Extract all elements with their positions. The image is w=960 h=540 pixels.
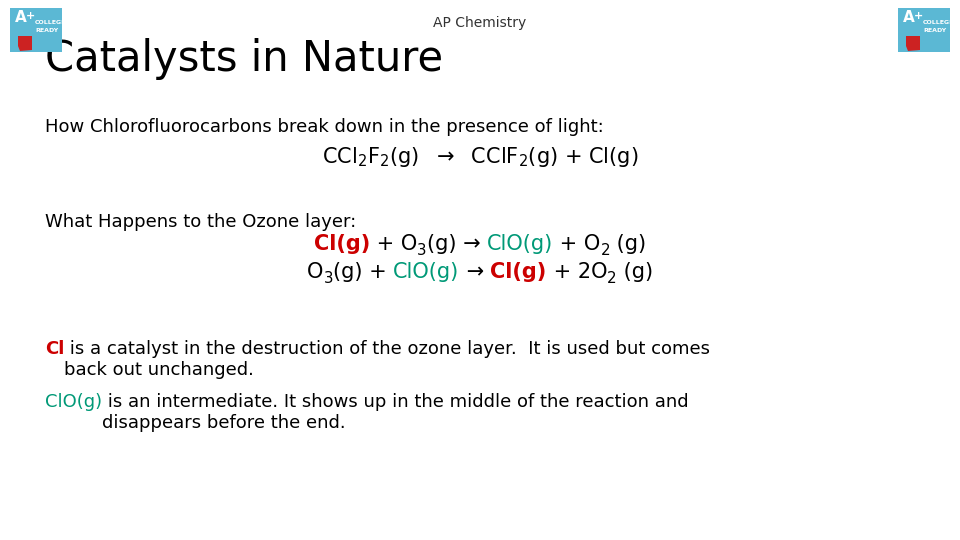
Text: Cl(g): Cl(g) bbox=[491, 262, 546, 282]
Text: (g) +: (g) + bbox=[333, 262, 394, 282]
Text: $\mathregular{CCl_2F_2}$(g)  $\rightarrow$  $\mathregular{CClF_2}$(g) + Cl(g): $\mathregular{CCl_2F_2}$(g) $\rightarrow… bbox=[322, 145, 638, 169]
Text: →: → bbox=[460, 262, 491, 282]
FancyBboxPatch shape bbox=[898, 8, 950, 52]
Text: ClO(g): ClO(g) bbox=[487, 234, 553, 254]
Text: Cl(g): Cl(g) bbox=[314, 234, 370, 254]
Text: is a catalyst in the destruction of the ozone layer.  It is used but comes
back : is a catalyst in the destruction of the … bbox=[64, 340, 710, 379]
Text: Catalysts in Nature: Catalysts in Nature bbox=[45, 38, 444, 80]
Text: +: + bbox=[26, 11, 36, 21]
Text: 2: 2 bbox=[601, 243, 611, 258]
Text: How Chlorofluorocarbons break down in the presence of light:: How Chlorofluorocarbons break down in th… bbox=[45, 118, 604, 136]
Text: 2: 2 bbox=[607, 271, 616, 286]
Text: ClO(g): ClO(g) bbox=[45, 393, 102, 411]
Text: 3: 3 bbox=[418, 243, 427, 258]
Text: 3: 3 bbox=[324, 271, 333, 286]
Text: is an intermediate. It shows up in the middle of the reaction and
disappears bef: is an intermediate. It shows up in the m… bbox=[102, 393, 688, 432]
Text: READY: READY bbox=[35, 28, 59, 33]
Text: (g): (g) bbox=[616, 262, 653, 282]
Text: O: O bbox=[307, 262, 324, 282]
FancyBboxPatch shape bbox=[10, 8, 62, 52]
Text: + 2O: + 2O bbox=[546, 262, 607, 282]
Text: ClO(g): ClO(g) bbox=[394, 262, 460, 282]
Text: What Happens to the Ozone layer:: What Happens to the Ozone layer: bbox=[45, 213, 356, 231]
Text: READY: READY bbox=[923, 28, 947, 33]
Text: A: A bbox=[903, 10, 915, 25]
Text: A: A bbox=[15, 10, 27, 25]
Text: (g) →: (g) → bbox=[427, 234, 487, 254]
Text: + O: + O bbox=[553, 234, 601, 254]
Polygon shape bbox=[18, 36, 32, 51]
Polygon shape bbox=[906, 36, 920, 51]
Text: COLLEGE: COLLEGE bbox=[923, 20, 954, 25]
Text: +: + bbox=[914, 11, 924, 21]
Text: (g): (g) bbox=[611, 234, 646, 254]
Text: COLLEGE: COLLEGE bbox=[35, 20, 66, 25]
Text: + O: + O bbox=[370, 234, 418, 254]
Text: AP Chemistry: AP Chemistry bbox=[433, 16, 527, 30]
Text: Cl: Cl bbox=[45, 340, 64, 358]
